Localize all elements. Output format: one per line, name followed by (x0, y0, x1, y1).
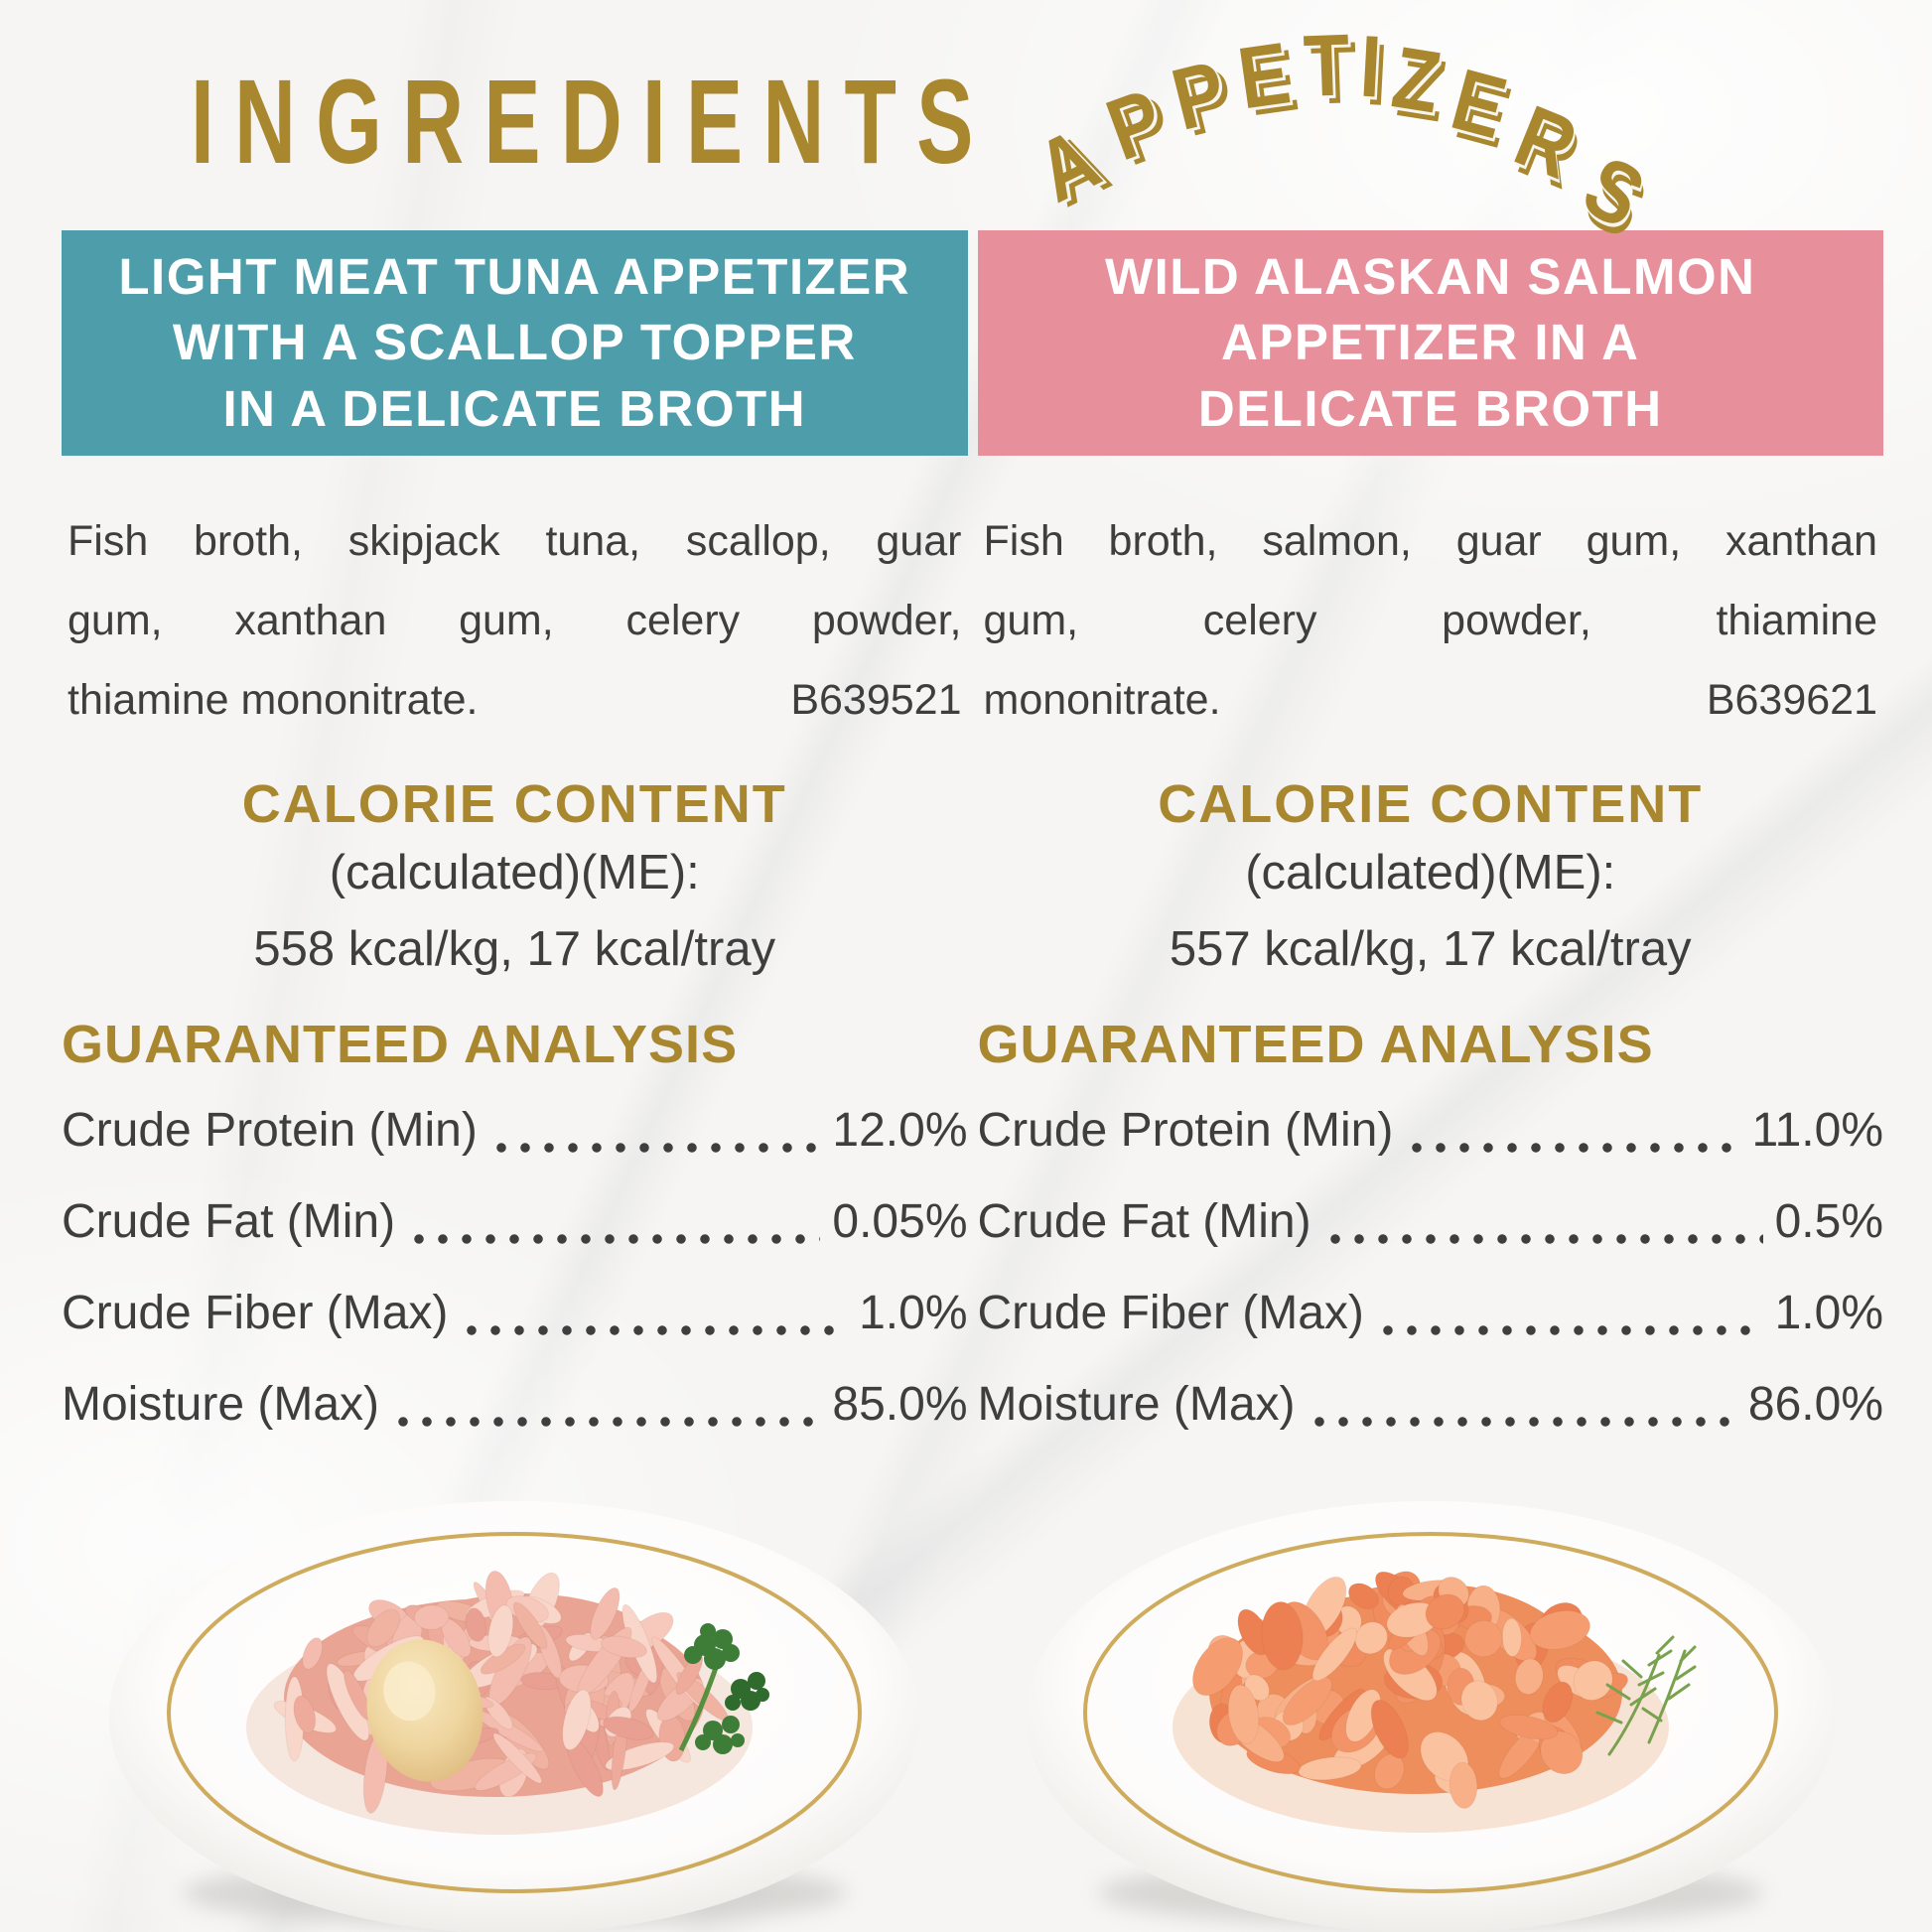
plate-gold-ring (1082, 1532, 1778, 1893)
analysis-label: Crude Fiber (Max) (62, 1287, 449, 1339)
arc-letter: S (1568, 136, 1660, 247)
dot-leader (460, 1325, 848, 1335)
salmon-chunks (1191, 1571, 1628, 1809)
dot-leader (1405, 1143, 1740, 1153)
arc-letter: T (1302, 15, 1351, 115)
analysis-heading: GUARANTEED ANALYSIS (62, 1015, 739, 1074)
analysis-label: Crude Fat (Min) (62, 1195, 396, 1248)
ingredients-line: thiamine mononitrate. (68, 676, 479, 724)
calorie-values: 557 kcal/kg, 17 kcal/tray (1169, 922, 1692, 976)
analysis-label: Moisture (Max) (62, 1378, 380, 1431)
salmon-calorie-content: CALORIE CONTENT (calculated)(ME): 557 kc… (978, 773, 1884, 988)
batch-code: B639621 (1706, 676, 1877, 724)
ingredients-line: gum, celery powder, thiamine (983, 597, 1878, 644)
ingredients-line: Fish broth, salmon, guar gum, xanthan (983, 517, 1878, 565)
dot-leader (1375, 1325, 1763, 1335)
analysis-value: 86.0% (1747, 1378, 1883, 1431)
scallop-topper (366, 1639, 483, 1782)
analysis-value: 0.5% (1774, 1195, 1883, 1248)
analysis-value: 1.0% (1774, 1287, 1883, 1339)
batch-code: B639521 (790, 676, 962, 724)
parsley-garnish (679, 1623, 770, 1754)
dot-leader (391, 1417, 821, 1427)
salmon-product-header: WILD ALASKAN SALMON APPETIZER IN A DELIC… (977, 230, 1883, 456)
analysis-row: Crude Fat (Min) 0.5% (978, 1176, 1884, 1268)
analysis-label: Crude Fat (Min) (977, 1195, 1311, 1248)
plate-gold-ring (167, 1532, 863, 1893)
calorie-heading: CALORIE CONTENT (241, 774, 787, 834)
tuna-header-line: IN A DELICATE BROTH (222, 379, 807, 437)
salmon-header-line: DELICATE BROTH (1197, 379, 1663, 437)
salmon-header-line: APPETIZER IN A (1221, 314, 1640, 371)
tuna-product-header: LIGHT MEAT TUNA APPETIZER WITH A SCALLOP… (62, 230, 968, 456)
calorie-method: (calculated)(ME): (1245, 846, 1616, 899)
analysis-row: Moisture (Max) 85.0% (62, 1359, 968, 1450)
ingredients-line: mononitrate. (983, 676, 1221, 724)
tuna-ingredients-list: Fish broth, skipjack tuna, scallop, guar… (62, 501, 968, 740)
tuna-plate-area (62, 1494, 968, 1932)
column-salmon: WILD ALASKAN SALMON APPETIZER IN A DELIC… (977, 230, 1884, 1932)
tuna-plate-photo (109, 1501, 920, 1932)
dill-garnish (1595, 1635, 1697, 1756)
analysis-row: Crude Fiber (Max) 1.0% (62, 1268, 968, 1359)
analysis-label: Crude Protein (Min) (977, 1104, 1394, 1157)
calorie-method: (calculated)(ME): (329, 846, 700, 899)
tuna-calorie-content: CALORIE CONTENT (calculated)(ME): 558 kc… (62, 773, 968, 988)
dot-leader (488, 1143, 821, 1153)
ingredients-last-line: thiamine mononitrate. B639521 (68, 660, 962, 740)
analysis-value: 0.05% (832, 1195, 968, 1248)
analysis-row: Crude Fat (Min) 0.05% (62, 1176, 968, 1268)
analysis-row: Moisture (Max) 86.0% (978, 1359, 1884, 1450)
salmon-plate-area (978, 1494, 1884, 1932)
arc-letter: P (1163, 41, 1236, 149)
analysis-heading: GUARANTEED ANALYSIS (977, 1015, 1654, 1074)
arc-letter: I (1357, 16, 1385, 116)
salmon-ingredients-list: Fish broth, salmon, guar gum, xanthan gu… (978, 501, 1884, 740)
calorie-values: 558 kcal/kg, 17 kcal/tray (253, 922, 776, 976)
analysis-value: 1.0% (859, 1287, 968, 1339)
analysis-value: 12.0% (832, 1104, 968, 1157)
salmon-guaranteed-analysis: GUARANTEED ANALYSIS Crude Protein (Min) … (978, 1014, 1884, 1450)
analysis-value: 11.0% (1751, 1104, 1883, 1157)
salmon-plate-photo (1025, 1501, 1836, 1932)
tuna-guaranteed-analysis: GUARANTEED ANALYSIS Crude Protein (Min) … (62, 1014, 968, 1450)
tuna-header-line: LIGHT MEAT TUNA APPETIZER (118, 248, 911, 306)
ingredients-line: gum, xanthan gum, celery powder, (68, 597, 962, 644)
analysis-row: Crude Fiber (Max) 1.0% (978, 1268, 1884, 1359)
arc-letter: P (1094, 69, 1175, 180)
column-tuna: LIGHT MEAT TUNA APPETIZER WITH A SCALLOP… (62, 230, 968, 1932)
analysis-row: Crude Protein (Min) 12.0% (62, 1085, 968, 1176)
product-columns: LIGHT MEAT TUNA APPETIZER WITH A SCALLOP… (0, 230, 1932, 1932)
arc-letter: E (1232, 23, 1297, 128)
ingredients-last-line: mononitrate. B639621 (984, 660, 1878, 740)
page-title: INGREDIENTS (191, 54, 994, 189)
arc-letter: E (1442, 49, 1516, 158)
arc-letter: A (1022, 108, 1114, 221)
arc-letter: Z (1386, 27, 1448, 132)
analysis-label: Moisture (Max) (977, 1378, 1296, 1431)
analysis-label: Crude Fiber (Max) (977, 1287, 1364, 1339)
analysis-label: Crude Protein (Min) (62, 1104, 478, 1157)
dot-leader (1307, 1417, 1736, 1427)
salmon-header-line: WILD ALASKAN SALMON (1104, 248, 1756, 306)
analysis-row: Crude Protein (Min) 11.0% (978, 1085, 1884, 1176)
dot-leader (1322, 1234, 1763, 1244)
dot-leader (407, 1234, 821, 1244)
arc-letter: R (1502, 85, 1590, 198)
ingredients-line: Fish broth, skipjack tuna, scallop, guar (68, 517, 962, 565)
tuna-header-line: WITH A SCALLOP TOPPER (172, 314, 857, 371)
calorie-heading: CALORIE CONTENT (1158, 774, 1704, 834)
analysis-value: 85.0% (832, 1378, 968, 1431)
